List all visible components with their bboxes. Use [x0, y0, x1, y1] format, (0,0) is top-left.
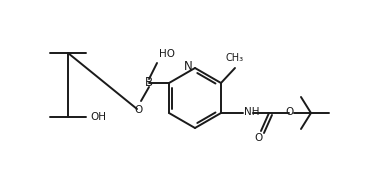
Text: O: O [255, 133, 263, 143]
Text: O: O [134, 105, 142, 115]
Text: HO: HO [159, 49, 175, 59]
Text: O: O [286, 107, 294, 117]
Text: OH: OH [90, 112, 106, 122]
Text: N: N [184, 60, 193, 74]
Text: NH: NH [244, 107, 260, 117]
Text: B: B [145, 77, 153, 89]
Text: CH₃: CH₃ [226, 53, 244, 63]
